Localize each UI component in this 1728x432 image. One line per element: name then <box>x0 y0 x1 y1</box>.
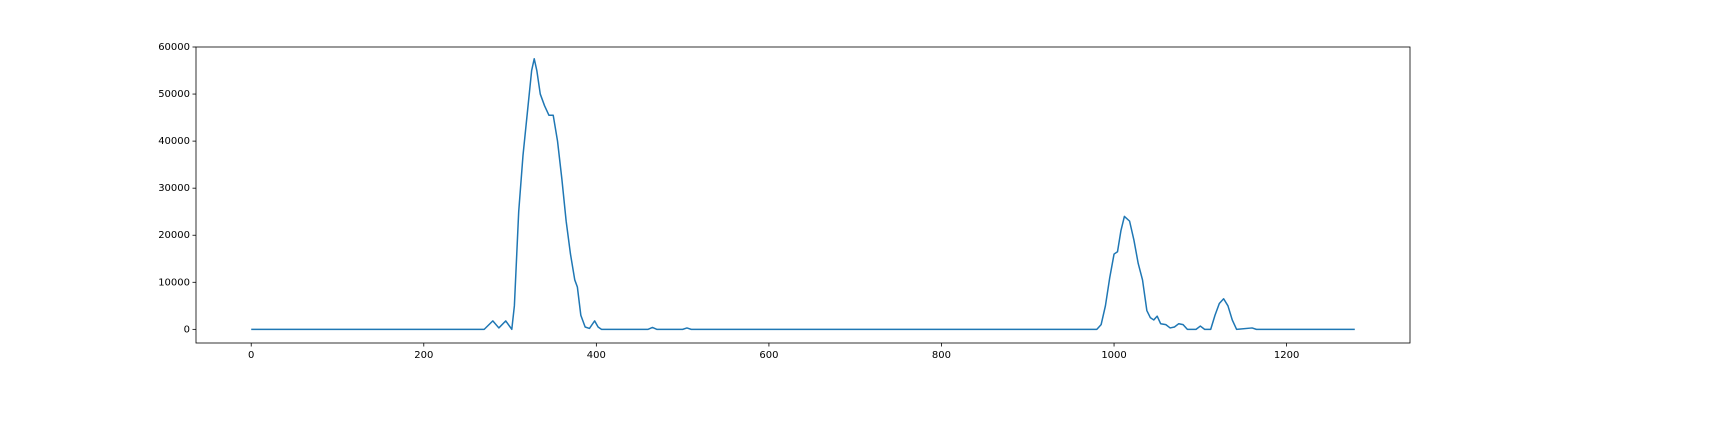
y-tick-label: 30000 <box>158 183 190 194</box>
y-tick-label: 50000 <box>158 89 190 100</box>
data-line <box>251 58 1355 331</box>
axes-frame <box>195 46 1411 344</box>
x-tick-label: 800 <box>932 350 951 361</box>
x-tick-label: 400 <box>587 350 606 361</box>
y-tick-label: 20000 <box>158 230 190 241</box>
y-tick-label: 60000 <box>158 42 190 53</box>
y-tick-label: 0 <box>184 324 190 335</box>
x-tick-label: 200 <box>414 350 433 361</box>
x-tick-label: 1000 <box>1101 350 1126 361</box>
x-tick-label: 0 <box>248 350 254 361</box>
y-tick-label: 40000 <box>158 136 190 147</box>
y-tick-label: 10000 <box>158 277 190 288</box>
x-tick-label: 600 <box>759 350 778 361</box>
x-tick-label: 1200 <box>1274 350 1299 361</box>
